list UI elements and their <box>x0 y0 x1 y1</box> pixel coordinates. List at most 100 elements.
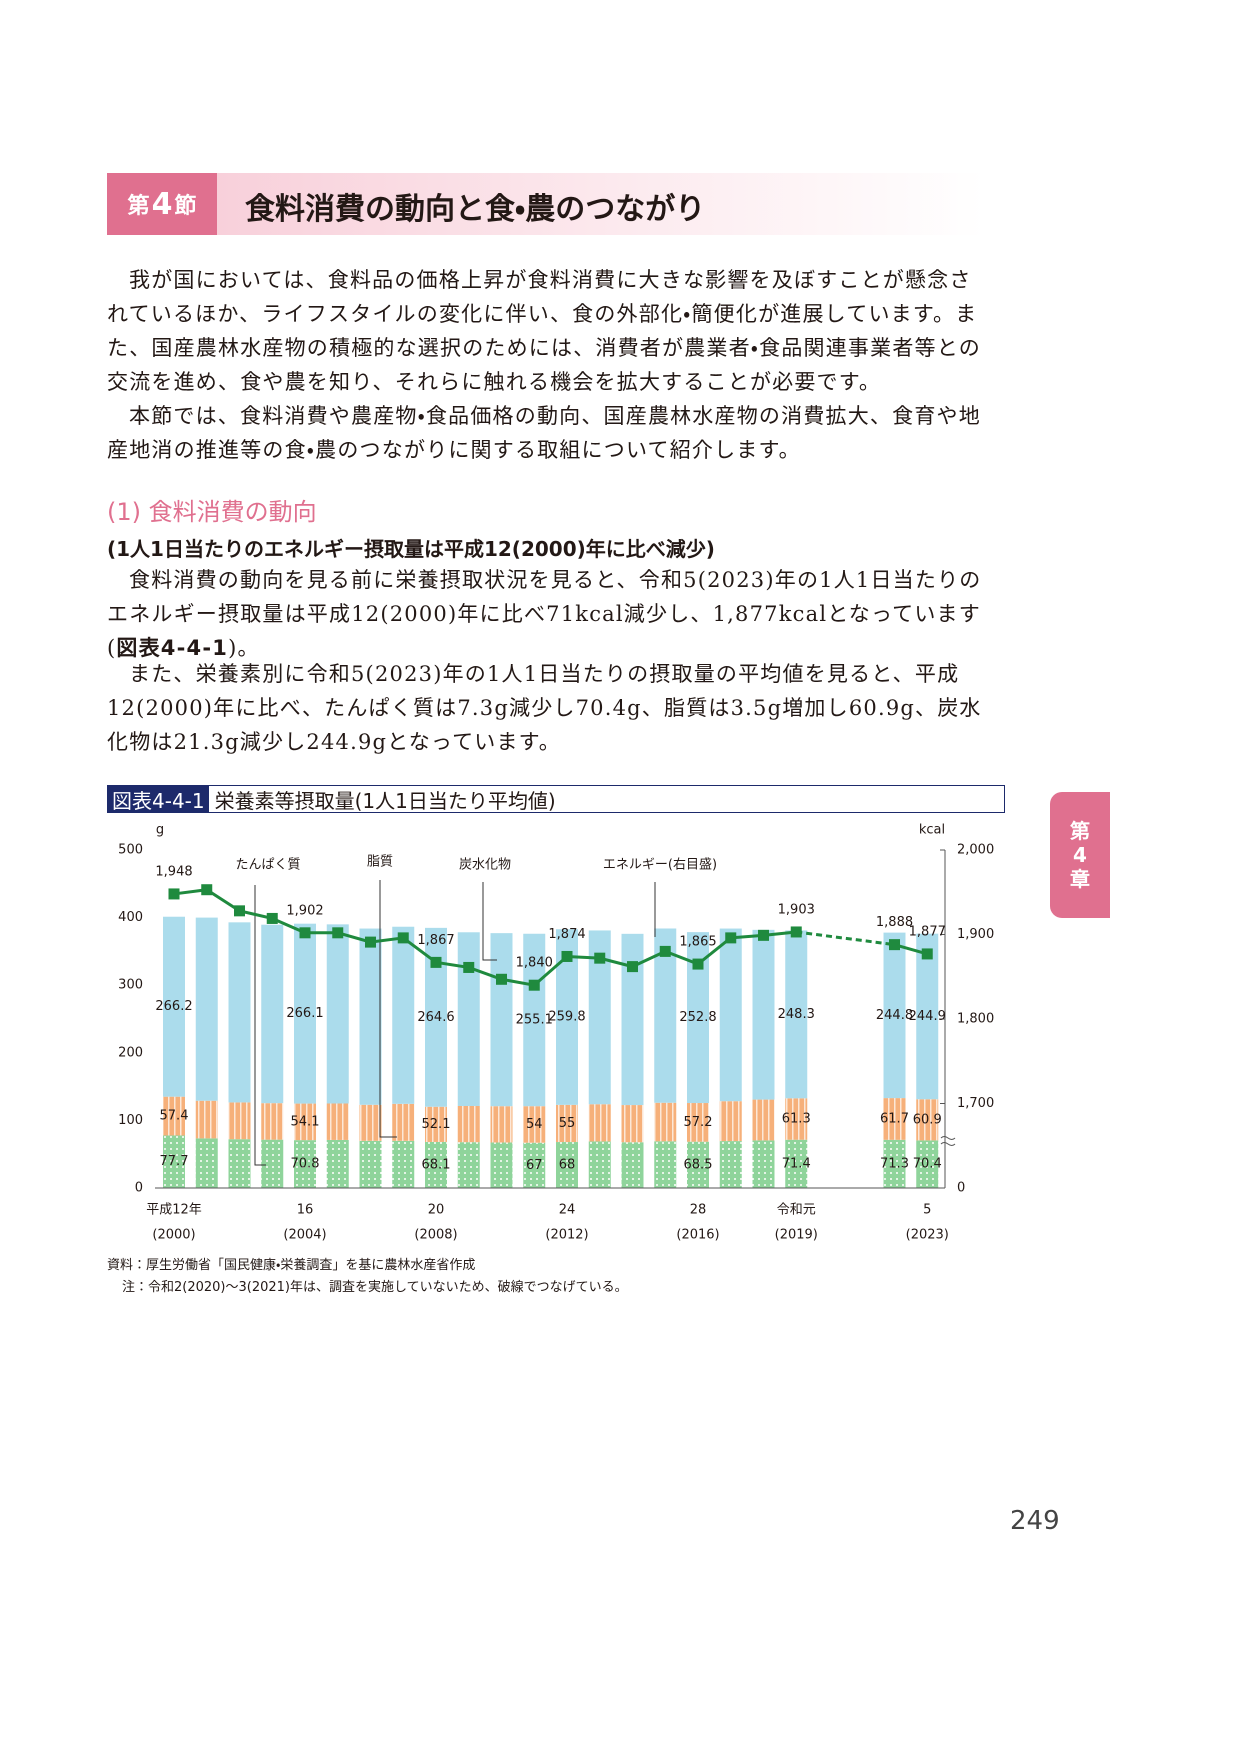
axis-break <box>940 1136 956 1146</box>
line-marker <box>201 884 213 896</box>
bar-segment <box>457 1142 480 1188</box>
bar-segment <box>719 928 742 1102</box>
data-label: 255.1 <box>516 1012 553 1027</box>
y-tick-label: 0 <box>135 1181 143 1196</box>
data-label: 1,903 <box>778 902 815 917</box>
data-label: 71.3 <box>880 1156 909 1171</box>
bar-segment <box>490 933 513 1107</box>
data-label: 244.8 <box>876 1008 913 1023</box>
badge-number: 4 <box>151 186 173 222</box>
data-label: 54.1 <box>291 1114 320 1129</box>
bar-segment <box>425 927 447 1107</box>
bar-segment <box>654 1141 677 1188</box>
tab-char: 第 <box>1070 819 1090 843</box>
data-label: 57.4 <box>160 1109 189 1124</box>
header-title: 食料消費の動向と食・農のつながり <box>245 192 706 227</box>
bar-segment <box>425 1141 447 1188</box>
callout-line <box>379 880 397 1138</box>
data-label: 57.2 <box>684 1115 713 1130</box>
y2-axis-label: kcal <box>919 823 945 838</box>
y-tick-label: 400 <box>118 910 143 925</box>
badge-prefix: 第 <box>127 194 150 219</box>
data-label: 70.8 <box>291 1157 320 1172</box>
data-label: 1,840 <box>516 956 553 971</box>
data-label: 1,877 <box>909 924 946 939</box>
bar-segment <box>359 1104 382 1141</box>
bar-segment <box>163 916 185 1097</box>
bar-segment <box>392 1103 415 1141</box>
bar-segment <box>916 1140 939 1188</box>
callout-line <box>482 882 497 961</box>
line-marker <box>594 952 606 964</box>
bar-segment <box>588 1104 611 1142</box>
line-marker <box>561 950 573 962</box>
figure-title: 栄養素等摂取量(1人1日当たり平均値) <box>214 788 556 813</box>
bar-segment <box>326 1103 349 1140</box>
bar-segment <box>785 1139 808 1188</box>
line-marker <box>528 979 540 991</box>
data-label: 252.8 <box>679 1010 716 1025</box>
data-label: 266.1 <box>286 1006 323 1021</box>
bar-segment <box>523 1142 546 1188</box>
data-label: 68.1 <box>422 1157 451 1172</box>
bar-segment <box>261 1139 284 1188</box>
bar-segment <box>687 1141 709 1188</box>
y-tick-label: 200 <box>118 1045 143 1060</box>
line-marker <box>659 945 671 957</box>
line-marker <box>266 912 278 924</box>
x-tick-label: (2019) <box>775 1228 818 1243</box>
bar-segment <box>883 1098 906 1140</box>
bar-segment <box>752 929 775 1100</box>
x-tick-label: 16 <box>297 1203 314 1218</box>
bar-segment <box>588 1141 611 1188</box>
data-label: 52.1 <box>422 1117 451 1132</box>
figure-title-box: 図表4-4-1 栄養素等摂取量(1人1日当たり平均値) <box>107 785 1005 813</box>
bar-segment <box>523 933 546 1107</box>
data-label: 67 <box>526 1158 543 1173</box>
bar-segment <box>621 1142 644 1188</box>
bar-segment <box>719 1141 742 1188</box>
bar-segment <box>294 923 316 1104</box>
bar-segment <box>457 932 480 1107</box>
data-label: 68 <box>559 1158 576 1173</box>
data-label: 259.8 <box>548 1010 585 1025</box>
bar-segment <box>556 1142 578 1188</box>
bar-segment <box>654 928 677 1103</box>
y-axis-label: g <box>156 823 164 838</box>
y-tick-label: 500 <box>118 843 143 858</box>
x-tick-label: (2004) <box>283 1228 326 1243</box>
line-marker <box>168 888 180 900</box>
body-paragraph: 食料消費の動向を見る前に栄養摂取状況を見ると、令和5(2023)年の1人1日当た… <box>107 563 987 665</box>
line-marker <box>397 932 409 944</box>
data-label: 264.6 <box>417 1010 454 1025</box>
bar-segment <box>490 1142 513 1188</box>
data-label: 68.5 <box>684 1157 713 1172</box>
bar-segment <box>752 1099 775 1141</box>
bar-segment <box>687 932 709 1104</box>
line-marker <box>889 939 900 951</box>
x-tick-label: 5 <box>923 1203 931 1218</box>
legend-label: 炭水化物 <box>459 857 511 873</box>
section-badge: 第 4 節 <box>107 173 217 235</box>
tab-char: 章 <box>1070 867 1090 891</box>
line-marker <box>921 948 933 960</box>
x-tick-label: 20 <box>428 1203 445 1218</box>
bar-segment <box>556 929 578 1105</box>
data-label: 55 <box>559 1116 576 1131</box>
y2-tick-label: 0 <box>957 1181 965 1196</box>
line-marker <box>332 927 344 939</box>
x-tick-label: 24 <box>559 1203 576 1218</box>
data-label: 70.4 <box>913 1157 942 1172</box>
bar-segment <box>785 930 808 1099</box>
bar-segment <box>556 1104 578 1143</box>
data-label: 54 <box>526 1117 543 1132</box>
bar-segment <box>195 1138 218 1188</box>
y2-tick-label: 1,900 <box>957 927 994 942</box>
intro-paragraph: 我が国においては、食料品の価格上昇が食料消費に大きな影響を及ぼすことが懸念されて… <box>107 268 981 394</box>
x-tick-label: (2016) <box>676 1228 719 1243</box>
line-marker <box>627 961 638 973</box>
data-label: 61.7 <box>880 1111 909 1126</box>
section-subtitle: (1人1日当たりのエネルギー摂取量は平成12(2000)年に比べ減少) <box>107 537 715 561</box>
body-paragraph: また、栄養素別に令和5(2023)年の1人1日当たりの摂取量の平均値を見ると、平… <box>107 662 982 754</box>
